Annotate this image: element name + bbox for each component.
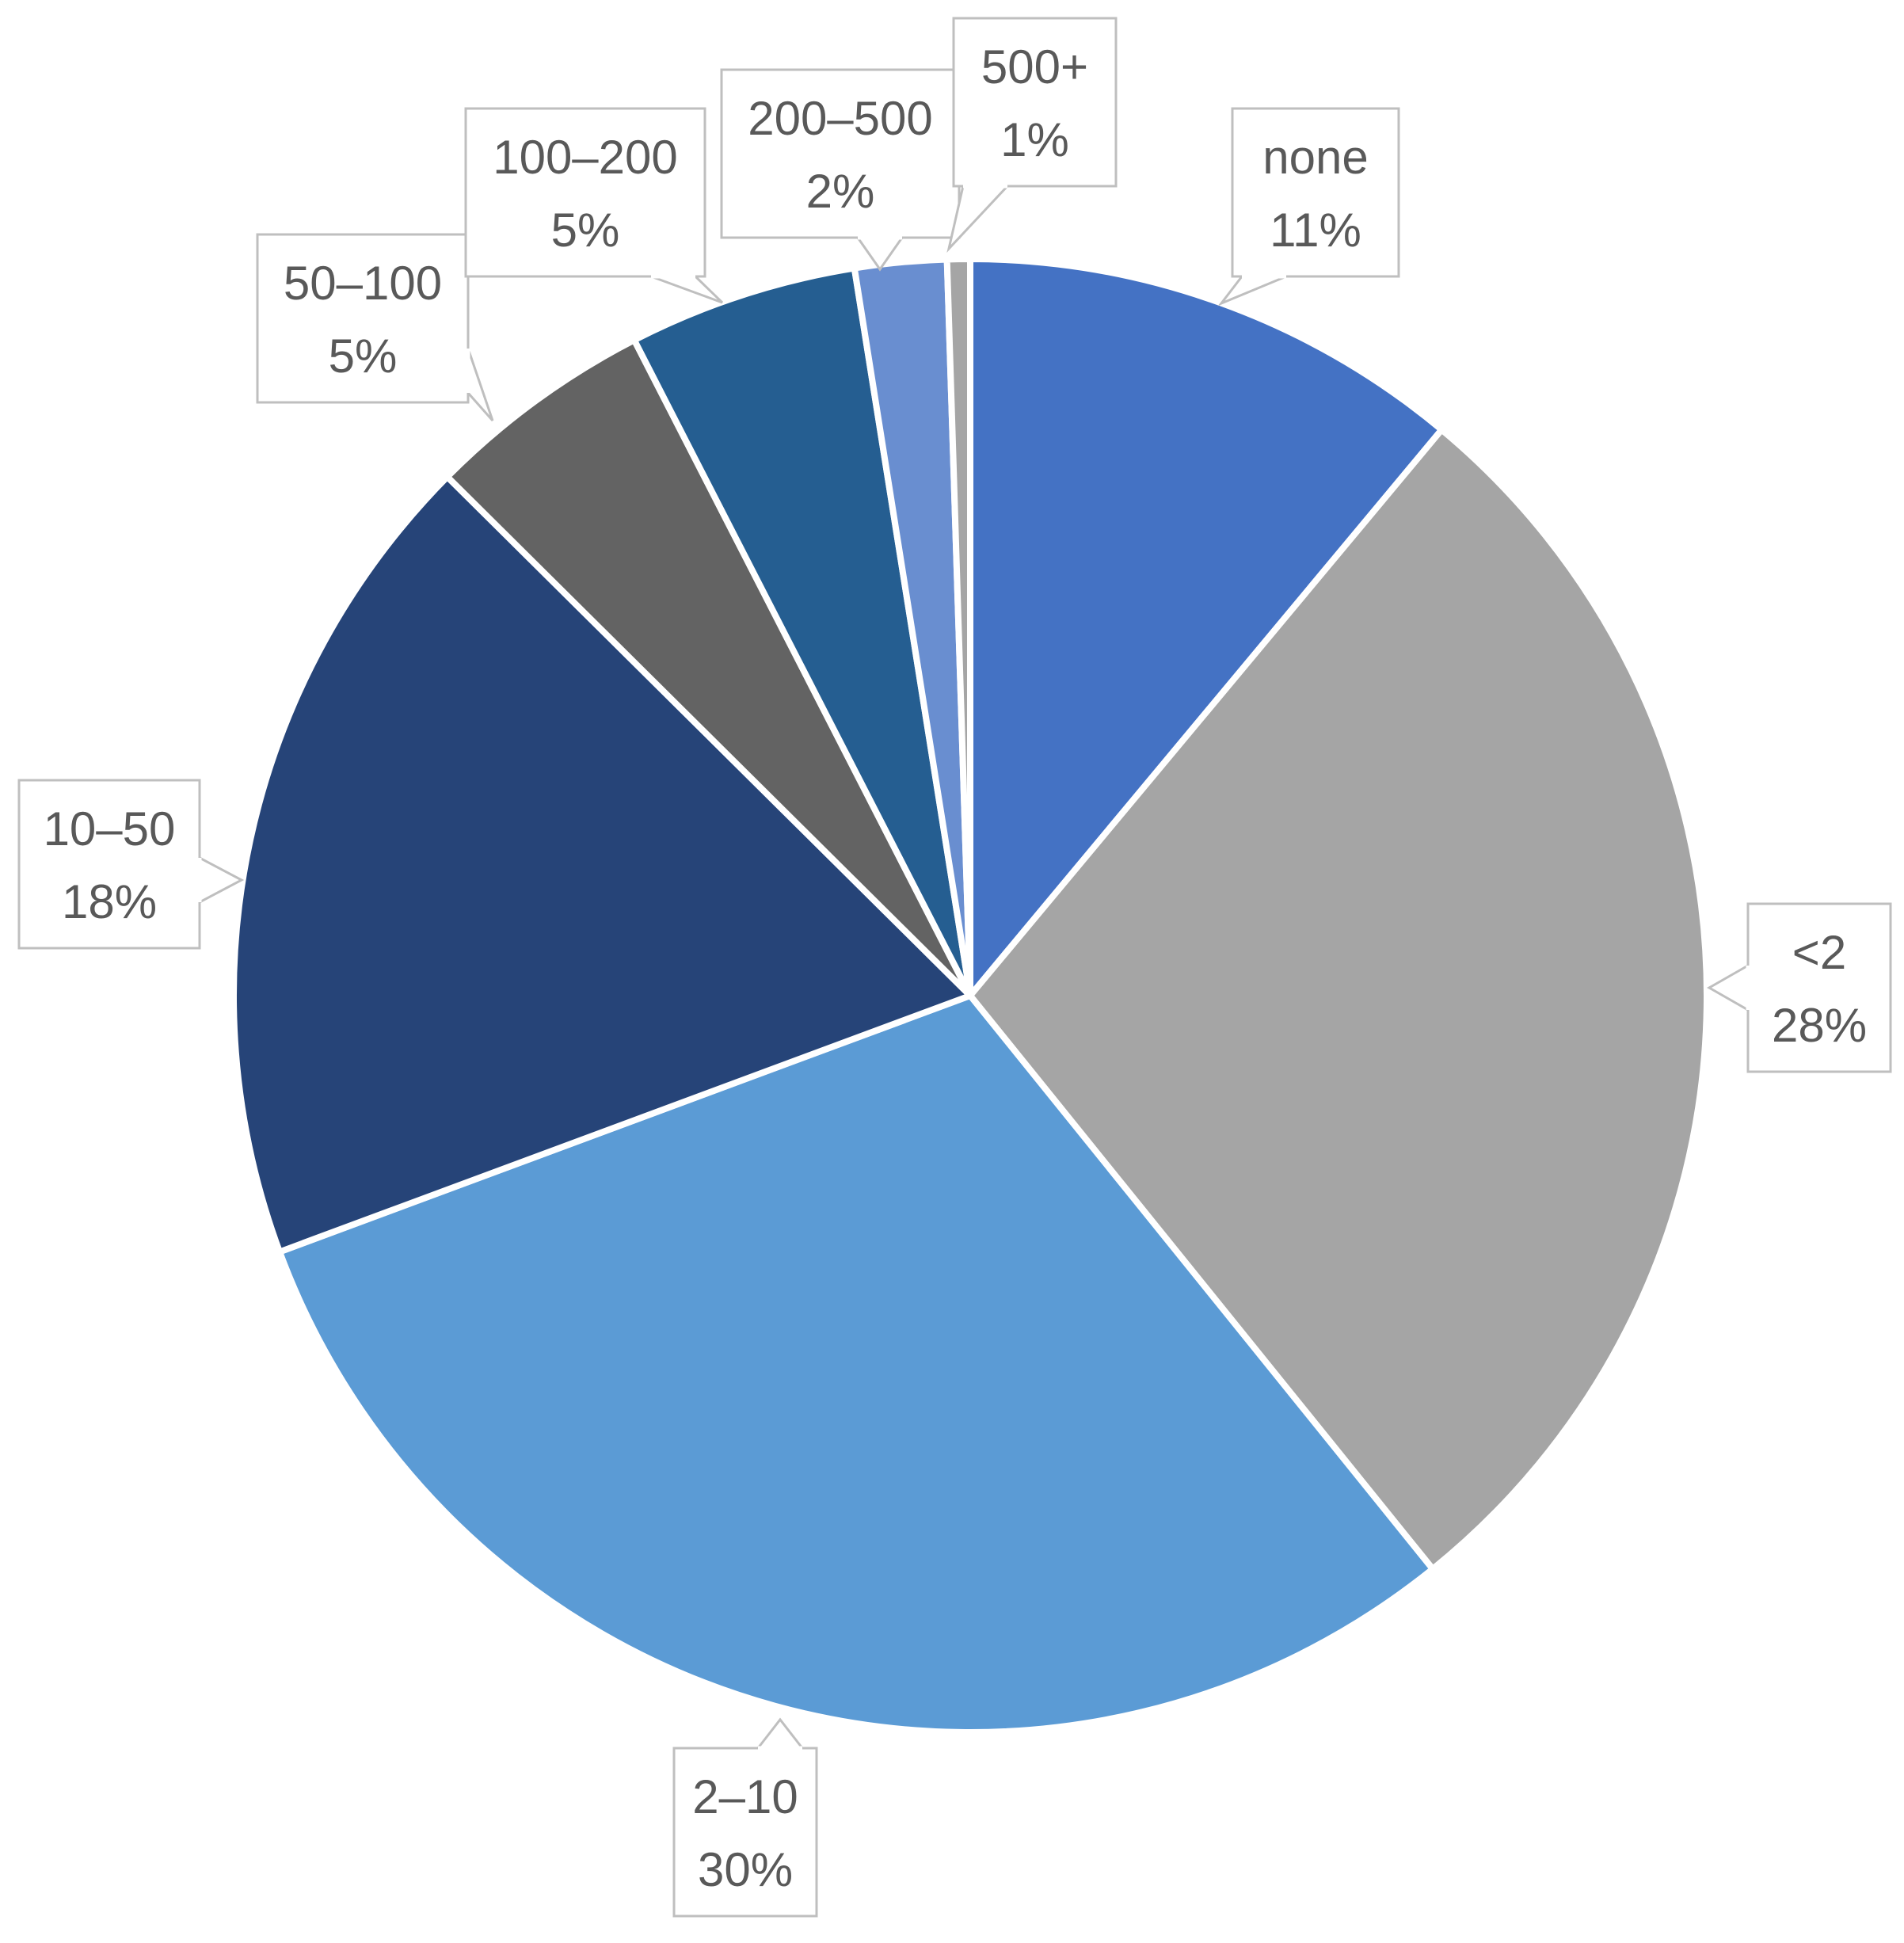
- data-label-callout-500plus: 500+ 1%: [946, 17, 1118, 253]
- data-label-callout-10-50: 10–50 18%: [17, 779, 245, 950]
- pie-slice-10-50: [230, 473, 973, 1255]
- callout-pointer: [1706, 963, 1750, 1012]
- callout-pointer: [650, 275, 724, 304]
- pie-slice-500plus: [943, 255, 973, 999]
- pie-slice-2-10: [276, 992, 1436, 1735]
- data-label-category: 200–500: [748, 92, 933, 145]
- callout-box: [720, 68, 961, 239]
- callout-box: [464, 107, 706, 278]
- data-label-percent: 5%: [329, 330, 398, 383]
- data-label-category: 10–50: [44, 802, 176, 855]
- pie-slice-100-200: [630, 265, 973, 999]
- data-label-category: <2: [1792, 926, 1846, 979]
- pie-slice-50-100: [444, 337, 973, 999]
- data-label-percent: 2%: [806, 165, 875, 218]
- data-label-category: 50–100: [284, 257, 442, 310]
- data-label-callout-100-200: 100–200 5%: [464, 107, 724, 304]
- data-label-category: none: [1262, 131, 1368, 184]
- slices-layer: [230, 255, 1710, 1735]
- callout-pointer: [755, 1717, 805, 1750]
- data-label-callout-200-500: 200–500 2%: [720, 68, 961, 272]
- callout-box: [1746, 902, 1892, 1073]
- data-label-percent: 5%: [551, 204, 620, 257]
- data-label-percent: 1%: [1000, 113, 1069, 166]
- callout-box: [952, 17, 1118, 188]
- data-label-percent: 11%: [1270, 204, 1361, 257]
- callout-box: [256, 233, 470, 404]
- data-label-percent: 18%: [62, 875, 157, 928]
- data-label-percent: 28%: [1772, 999, 1867, 1052]
- callout-pointer: [466, 348, 494, 421]
- data-label-category: 100–200: [493, 131, 678, 184]
- callout-box: [17, 779, 201, 950]
- data-label-callout-2-10: 2–10 30%: [672, 1717, 818, 1918]
- callout-box: [1231, 107, 1400, 278]
- callout-pointer: [198, 855, 245, 905]
- data-label-callout-lt2: <228%: [1706, 902, 1892, 1073]
- data-label-callout-none: none 11%: [1217, 107, 1400, 307]
- data-label-percent: 30%: [698, 1843, 793, 1896]
- callout-pointer: [1217, 275, 1287, 307]
- data-label-category: 2–10: [692, 1770, 798, 1823]
- callouts-layer: none11%<228%2–1030%10–5018%50–1005%100–2…: [17, 17, 1892, 1918]
- data-label-callout-50-100: 50–100 5%: [256, 233, 494, 421]
- data-label-category: 500+: [981, 40, 1088, 93]
- pie-slice-lt2: [967, 426, 1710, 1572]
- callout-box: [672, 1747, 818, 1918]
